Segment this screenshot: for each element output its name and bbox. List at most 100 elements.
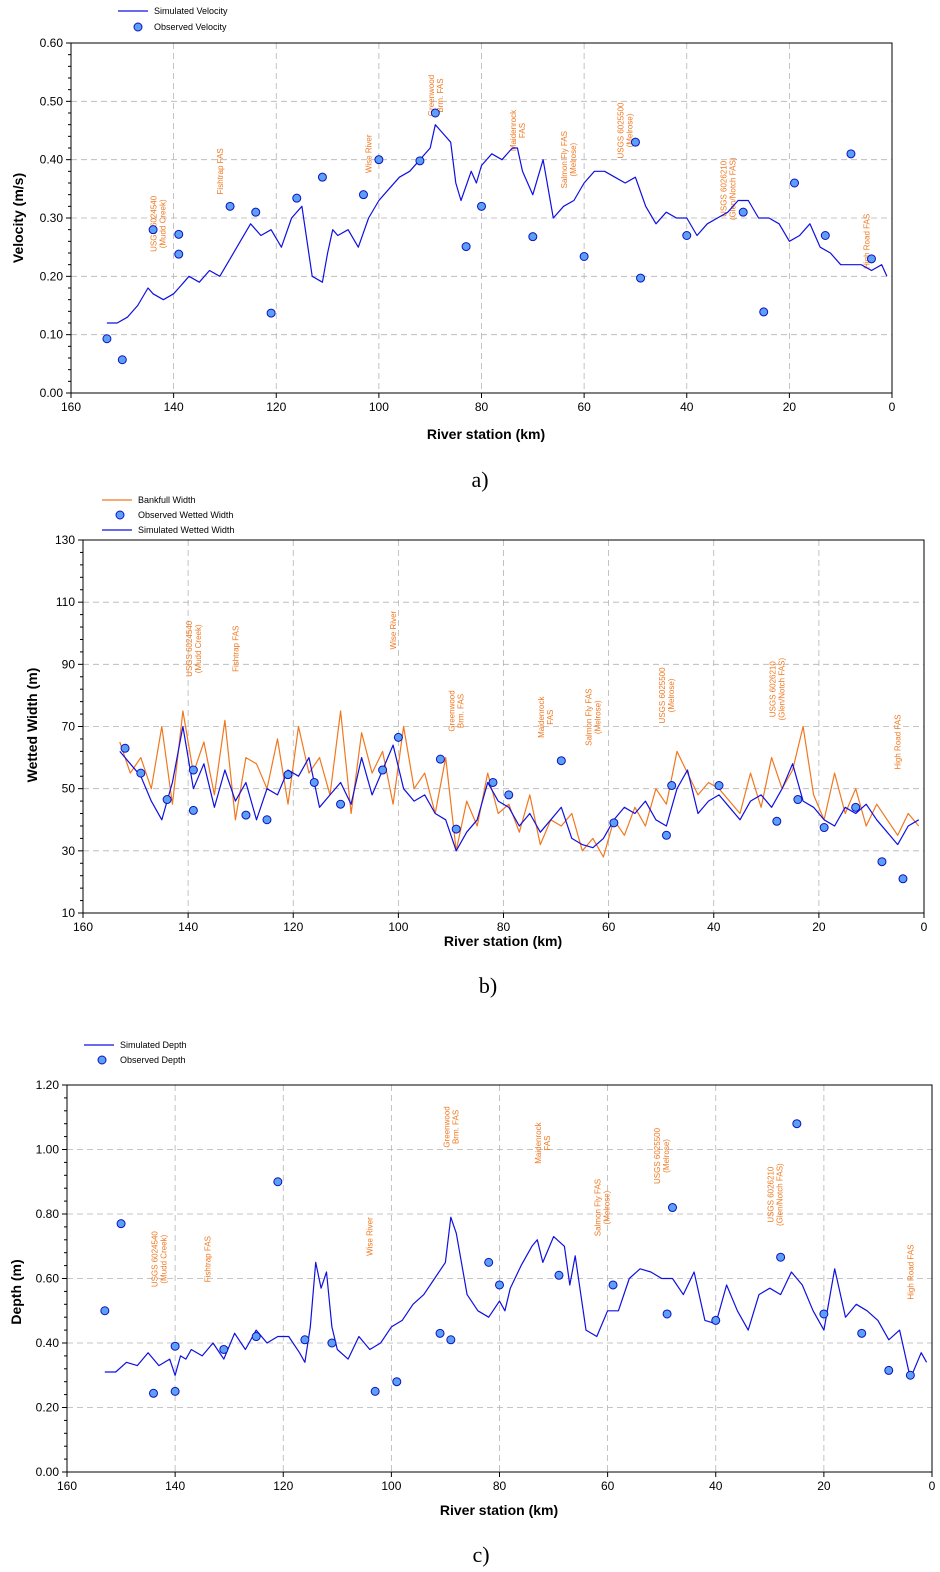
x-tick-label: 160 (57, 1479, 77, 1493)
x-tick-label: 120 (266, 400, 286, 414)
observed-point (415, 156, 425, 166)
observed-point (170, 1386, 180, 1396)
legend: Simulated Depth Observed Depth (84, 1040, 187, 1065)
observed-point (608, 1280, 618, 1290)
y-axis-label: Depth (m) (8, 1259, 24, 1324)
x-tick-label: 100 (381, 1479, 401, 1493)
observed-point (738, 207, 748, 217)
legend-label-observed-velocity: Observed Velocity (154, 22, 227, 32)
observed-point (262, 815, 272, 825)
x-tick-label: 80 (497, 920, 511, 934)
site-annotation: (Melrose) (593, 700, 602, 734)
observed-point (609, 818, 619, 828)
series-line-simulated-depth (104, 1216, 928, 1380)
x-tick-label: 0 (929, 1479, 936, 1493)
y-tick-label: 0.10 (40, 328, 64, 342)
site-annotation: Greenwood (442, 1106, 451, 1147)
observed-point (484, 1257, 494, 1267)
observed-point (711, 1315, 721, 1325)
site-annotation: Wise River (365, 134, 374, 173)
observed-point (266, 308, 276, 318)
observed-point (820, 231, 830, 240)
site-annotation: USGS 6025500 (617, 102, 626, 159)
y-tick-label: 1.20 (36, 1078, 60, 1092)
x-tick-label: 140 (178, 920, 198, 934)
observed-point (120, 743, 130, 753)
y-tick-label: 130 (55, 533, 75, 547)
x-tick-label: 140 (164, 400, 184, 414)
observed-point (759, 307, 769, 317)
panel-caption: c) (472, 1542, 489, 1567)
y-tick-label: 10 (62, 906, 76, 920)
observed-point (857, 1328, 867, 1338)
site-annotation: Greenwood (448, 690, 457, 731)
legend-marker-observed-depth (97, 1055, 107, 1065)
observed-point (667, 781, 677, 791)
observed-point (866, 254, 876, 264)
site-annotation: USGS 6025500 (658, 667, 667, 724)
panel-wetted-width: Bankfull Width Observed Wetted Width Sim… (24, 495, 928, 998)
observed-point (451, 824, 461, 834)
observed-point (117, 355, 127, 365)
observed-point (556, 756, 566, 766)
observed-point (851, 802, 861, 812)
site-annotation: (Mudd Creek) (194, 624, 203, 673)
y-tick-label: 0.00 (36, 1465, 60, 1479)
site-annotation: (Mudd Creek) (159, 199, 168, 248)
observed-point (100, 1306, 110, 1316)
observed-point (528, 232, 538, 242)
x-tick-label: 40 (709, 1479, 723, 1493)
x-tick-label: 0 (889, 400, 896, 414)
site-annotation: (Melrose) (662, 1139, 671, 1173)
panel-caption: b) (479, 973, 497, 998)
site-annotation: Fishtrap FAS (231, 626, 240, 672)
observed-point (273, 1177, 283, 1187)
site-annotation: High Road FAS (862, 214, 871, 269)
observed-point (251, 1332, 261, 1342)
legend-marker-observed-velocity (133, 22, 143, 32)
observed-point (430, 108, 440, 118)
site-annotation: Salmon Fly FAS (560, 131, 569, 188)
observed-point (283, 770, 293, 780)
site-annotation: USGS 6024540 (150, 1231, 159, 1288)
y-tick-label: 0.40 (36, 1336, 60, 1350)
legend-label-simulated-depth: Simulated Depth (120, 1040, 187, 1050)
plot-area: USGS 6024540(Mudd Creek) Fishtrap FAS Wise… (40, 36, 896, 414)
observed-point (174, 229, 184, 239)
x-tick-label: 60 (602, 920, 616, 934)
observed-point (149, 1388, 158, 1398)
site-annotation: USGS 6024540 (150, 195, 159, 252)
observed-point (884, 1365, 894, 1375)
observed-point (579, 252, 589, 261)
observed-point (435, 1328, 445, 1338)
observed-point (392, 1377, 402, 1387)
site-annotation: USGS 6026210 (768, 661, 777, 718)
series-line-simulated-wetted-width (119, 725, 920, 852)
observed-point (292, 193, 302, 203)
observed-point (116, 1219, 126, 1229)
x-tick-label: 120 (283, 920, 303, 934)
observed-point (174, 249, 184, 259)
observed-point (846, 149, 856, 159)
site-annotation: Salmon Fly FAS (584, 688, 593, 745)
x-tick-label: 80 (475, 400, 489, 414)
x-axis-label: River station (km) (440, 1502, 558, 1518)
panel-velocity: Simulated Velocity Observed Velocity USG… (10, 6, 896, 492)
x-tick-label: 100 (369, 400, 389, 414)
observed-point (461, 242, 471, 252)
observed-point (300, 1335, 310, 1345)
x-tick-label: 40 (707, 920, 721, 934)
site-annotation: (Melrose) (626, 113, 635, 147)
observed-point (636, 273, 646, 283)
observed-point (495, 1280, 504, 1290)
y-tick-label: 1.00 (36, 1143, 60, 1157)
observed-point (682, 231, 692, 240)
x-tick-label: 20 (812, 920, 826, 934)
observed-point (251, 207, 261, 217)
x-tick-label: 160 (73, 920, 93, 934)
observed-point (370, 1386, 380, 1396)
site-annotation: (Mudd Creek) (159, 1234, 168, 1283)
observed-point (358, 190, 368, 200)
x-tick-label: 0 (921, 920, 928, 934)
